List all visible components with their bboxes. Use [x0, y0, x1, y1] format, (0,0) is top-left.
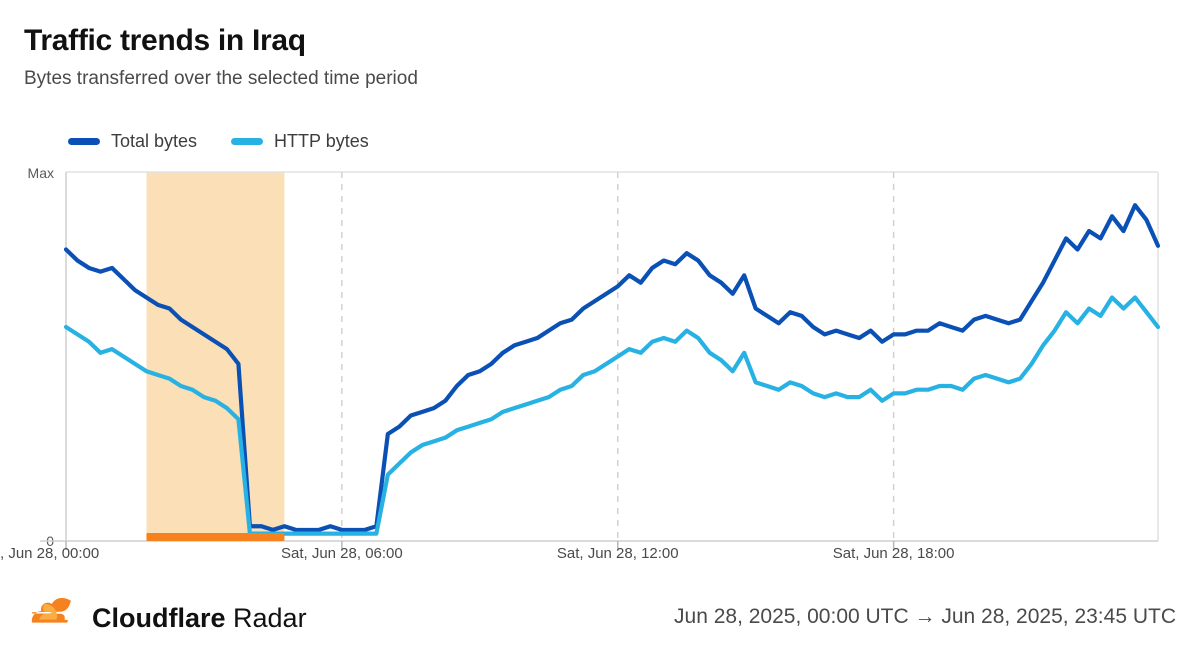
chart-area[interactable]: Max 0 , Jun 28, 00:00 Sat, Jun 28, 06:00… [0, 160, 1200, 560]
chart-header: Traffic trends in Iraq Bytes transferred… [24, 22, 1184, 92]
legend-item-total-bytes[interactable]: Total bytes [68, 130, 197, 152]
legend-label-http-bytes: HTTP bytes [274, 131, 369, 151]
outage-band-rect [146, 172, 285, 541]
brand-name-radar: Radar [233, 602, 307, 633]
page-title: Traffic trends in Iraq [24, 24, 306, 57]
cloudflare-radar-brand[interactable]: Cloudflare Radar [24, 597, 307, 637]
legend-swatch-http-bytes [231, 137, 264, 145]
x-axis-tick-label-2: Sat, Jun 28, 12:00 [557, 545, 679, 560]
outage-baseline-bar[interactable] [146, 533, 285, 541]
legend-swatch-total-bytes [68, 137, 100, 145]
outage-band [146, 172, 285, 541]
chart-legend: Total bytes HTTP bytes [68, 130, 369, 152]
legend-item-http-bytes[interactable]: HTTP bytes [231, 130, 369, 152]
legend-label-total-bytes: Total bytes [111, 131, 198, 151]
x-axis-tick-label-3: Sat, Jun 28, 18:00 [833, 545, 955, 560]
traffic-line-chart[interactable]: Max 0 , Jun 28, 00:00 Sat, Jun 28, 06:00… [0, 160, 1200, 560]
date-range-label: Jun 28, 2025, 00:00 UTC → Jun 28, 2025, … [674, 605, 1176, 628]
chart-footer: Cloudflare Radar Jun 28, 2025, 00:00 UTC… [0, 590, 1200, 658]
x-axis-tick-label-1: Sat, Jun 28, 06:00 [281, 545, 403, 560]
page-subtitle: Bytes transferred over the selected time… [24, 68, 418, 89]
series-line-http-bytes[interactable] [63, 295, 1161, 536]
x-axis-tick-label-0: , Jun 28, 00:00 [0, 545, 99, 560]
x-axis-ticks [65, 541, 895, 550]
cloudflare-cloud-logo-icon [24, 597, 78, 637]
brand-name-cloudflare: Cloudflare [92, 602, 226, 633]
y-axis-tick-max: Max [28, 165, 54, 181]
brand-text: Cloudflare Radar [92, 602, 307, 634]
